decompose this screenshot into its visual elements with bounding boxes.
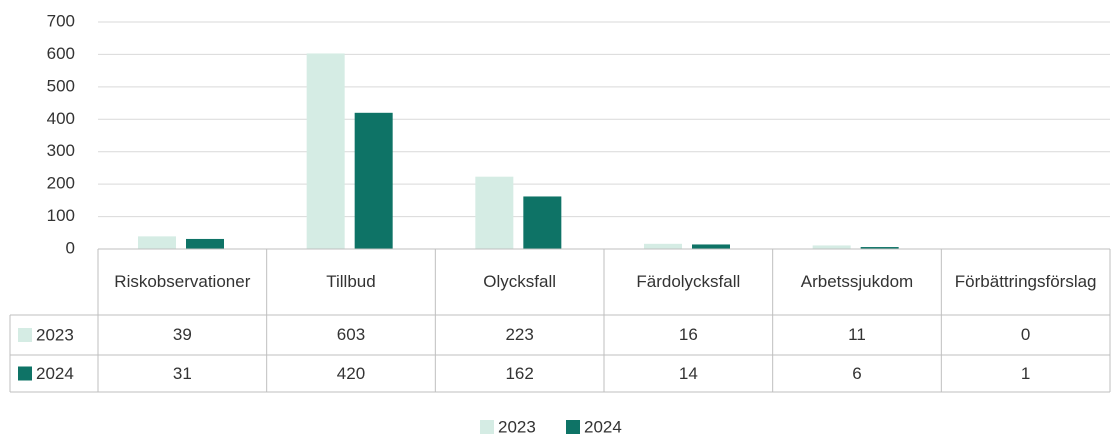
y-tick-label: 200 xyxy=(47,174,75,193)
y-tick-label: 700 xyxy=(47,11,75,30)
table-value: 1 xyxy=(1020,363,1031,383)
y-tick-label: 500 xyxy=(47,76,75,95)
y-tick-label: 400 xyxy=(47,109,75,128)
bar xyxy=(523,196,562,249)
bar xyxy=(644,243,682,249)
bar xyxy=(306,53,345,249)
y-tick-label: 100 xyxy=(47,206,75,225)
row-label: 2024 xyxy=(36,364,74,383)
legend-swatch xyxy=(480,420,494,434)
bar xyxy=(692,244,730,249)
bar xyxy=(186,238,224,249)
table-value: 39 xyxy=(172,325,192,344)
category-label: Olycksfall xyxy=(483,272,557,291)
bar xyxy=(812,245,851,249)
legend-swatch xyxy=(18,328,32,342)
y-tick-label: 600 xyxy=(47,44,75,63)
table-value: 162 xyxy=(505,363,534,383)
bar xyxy=(860,247,899,249)
category-label: Arbetssjukdom xyxy=(800,272,914,291)
table-value: 0 xyxy=(1020,325,1031,344)
legend-swatch xyxy=(566,420,580,434)
category-label: Riskobservationer xyxy=(114,272,251,291)
legend-label: 2024 xyxy=(584,417,622,436)
table-value: 16 xyxy=(678,325,698,344)
table-value: 14 xyxy=(678,363,698,383)
bar xyxy=(138,236,176,249)
category-label: Förbättringsförslag xyxy=(954,272,1097,291)
row-label: 2023 xyxy=(36,325,74,344)
y-tick-label: 300 xyxy=(47,141,75,160)
table-value: 31 xyxy=(172,363,192,383)
table-value: 420 xyxy=(336,363,366,383)
table-value: 223 xyxy=(505,325,534,344)
legend-swatch xyxy=(18,366,32,381)
table-value: 6 xyxy=(852,363,862,383)
bar xyxy=(475,176,514,249)
table-value: 603 xyxy=(336,325,366,344)
category-label: Tillbud xyxy=(326,272,376,291)
legend-label: 2023 xyxy=(498,417,536,436)
table-value: 11 xyxy=(848,325,866,344)
category-label: Färdolycksfall xyxy=(636,272,741,291)
y-tick-label: 0 xyxy=(66,238,75,257)
bar xyxy=(354,112,393,249)
